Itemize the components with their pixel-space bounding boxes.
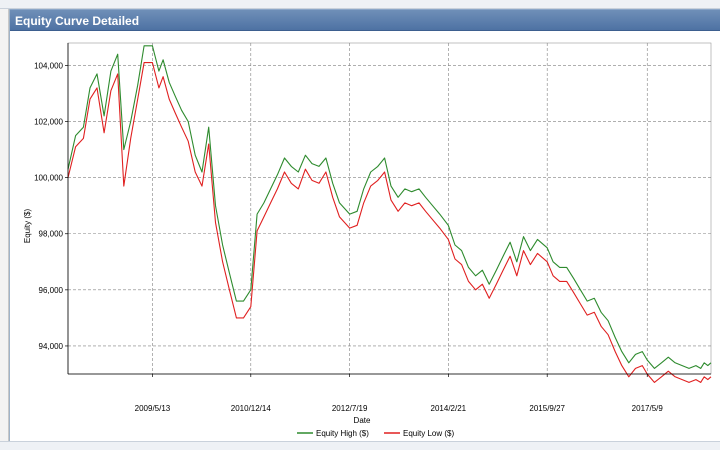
y-tick-label: 98,000 [39,230,64,239]
x-tick-label: 2017/5/9 [632,404,664,413]
y-tick-label: 96,000 [39,286,64,295]
x-tick-label: 2014/2/21 [431,404,467,413]
y-tick-label: 102,000 [34,118,63,127]
x-tick-label: 2010/12/14 [231,404,272,413]
panel-title-bar[interactable]: Equity Curve Detailed [10,9,720,31]
series-layer [67,45,712,383]
y-tick-label: 104,000 [34,61,63,70]
status-strip [0,441,720,450]
x-tick-label: 2012/7/19 [332,404,368,413]
equity-low-line [67,62,712,383]
panel-title: Equity Curve Detailed [15,14,140,28]
legend-label-equity-high: Equity High ($) [316,429,369,438]
x-tick-label: 2009/5/13 [135,404,171,413]
legend-label-equity-low: Equity Low ($) [403,429,454,438]
plot-frame [67,42,712,375]
equity-high-line [67,45,712,369]
y-tick-label: 100,000 [34,174,63,183]
equity-chart: Equity ($) Date 94,000 96,000 98,000 100,00… [23,42,712,438]
equity-curve-panel: Equity Curve Detailed Equity ($) Date 94… [9,9,720,450]
grid-layer [67,42,712,375]
left-gutter [0,9,9,450]
toolbar-strip [0,0,720,9]
chart-legend: Equity High ($) Equity Low ($) [297,429,454,438]
x-axis-label: Date [354,416,371,425]
axis-layer: Equity ($) Date 94,000 96,000 98,000 100,00… [23,43,711,425]
y-axis-label: Equity ($) [23,209,32,244]
y-tick-label: 94,000 [39,342,64,351]
x-tick-label: 2015/9/27 [529,404,565,413]
